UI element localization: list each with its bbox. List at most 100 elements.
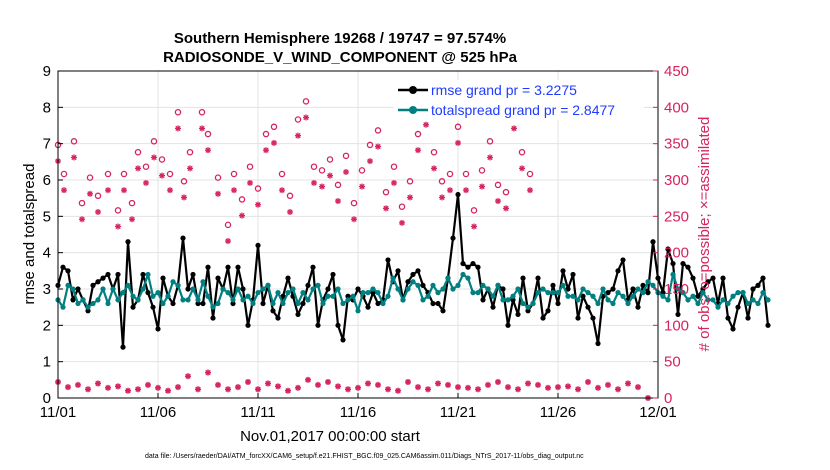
rmse-series-point [580, 293, 586, 299]
obs-assimilated-stroke [303, 114, 309, 121]
obs-assimilated-low-marker [505, 384, 511, 391]
obs-assimilated-low-marker [335, 383, 341, 390]
obs-possible-marker [270, 123, 278, 131]
spread-series-point [530, 300, 536, 307]
obs-possible-marker [142, 163, 150, 170]
obs-assimilated-low-stroke [255, 386, 261, 393]
obs-assimilated-low-marker [295, 384, 301, 391]
obs-assimilated-low-stroke [425, 386, 431, 393]
rmse-series-point [95, 279, 101, 285]
obs-assimilated-marker [271, 139, 277, 146]
obs-assimilated-marker [359, 183, 365, 190]
obs-assimilated-marker [159, 172, 165, 179]
spread-series-point [85, 304, 91, 310]
x-tick-label: 11/26 [540, 404, 576, 421]
obs-assimilated-low-stroke [75, 382, 81, 388]
obs-assimilated-stroke [527, 187, 533, 193]
spread-series-point [145, 271, 151, 278]
spread-series-point [240, 297, 246, 303]
rmse-series-point [195, 300, 201, 307]
obs-assimilated-marker [167, 187, 173, 194]
obs-possible-marker [518, 148, 526, 156]
rmse-series-point [305, 282, 311, 288]
obs-assimilated-low-marker [385, 386, 391, 393]
obs-assimilated-low-stroke [495, 379, 501, 385]
rmse-series-point [345, 293, 351, 299]
obs-possible-marker [128, 199, 136, 207]
obs-possible-marker [470, 207, 478, 214]
rmse-series-point [145, 290, 151, 296]
obs-assimilated-marker [471, 223, 477, 230]
obs-assimilated-marker [87, 190, 93, 197]
obs-assimilated-stroke [495, 198, 501, 204]
spread-series-point [90, 300, 96, 307]
rmse-series-point [440, 308, 446, 314]
obs-possible-marker [334, 181, 342, 189]
spread-series-point [205, 293, 211, 299]
spread-series-point [600, 286, 606, 292]
obs-assimilated-stroke [375, 143, 381, 150]
rmse-series-point [635, 304, 641, 310]
spread-series-point [80, 297, 86, 303]
obs-assimilated-low-stroke [505, 384, 511, 390]
rmse-series-point [330, 271, 336, 278]
obs-possible-marker [158, 156, 166, 163]
spread-series-point [335, 286, 341, 292]
rmse-series-point [285, 275, 291, 281]
spread-series-point [575, 297, 581, 303]
obs-assimilated-marker [503, 205, 509, 212]
rmse-series-point [710, 275, 716, 281]
rmse-series-point [680, 260, 686, 267]
rmse-series-point [430, 300, 436, 307]
rmse-series-point [310, 264, 316, 270]
rmse-series-point [300, 300, 306, 307]
obs-assimilated-marker [121, 187, 127, 194]
spread-series-point [345, 297, 351, 303]
obs-assimilated-low-stroke [625, 380, 631, 387]
rmse-series-point [240, 286, 246, 292]
rmse-series-point [85, 308, 91, 314]
obs-assimilated-stroke [167, 187, 173, 193]
spread-series-point [460, 271, 466, 278]
rmse-series-point [620, 257, 626, 263]
obs-assimilated-low-marker [185, 373, 191, 380]
obs-assimilated-marker [431, 165, 437, 172]
rmse-series-point [500, 286, 506, 292]
obs-possible-marker [406, 178, 414, 185]
rmse-series-point [555, 300, 561, 307]
obs-assimilated-marker [129, 216, 135, 223]
obs-assimilated-stroke [287, 209, 293, 215]
rmse-series-point [230, 300, 236, 307]
x-tick-label: 11/11 [240, 404, 275, 421]
obs-possible-marker [430, 148, 438, 156]
obs-assimilated-low-stroke [565, 383, 571, 390]
obs-assimilated-marker [61, 187, 67, 194]
obs-assimilated-marker [215, 190, 221, 197]
legend-rmse-marker [409, 86, 417, 94]
rmse-series-point [325, 286, 331, 292]
spread-series-point [150, 293, 156, 299]
rmse-series-point [420, 282, 426, 288]
spread-series-point [415, 282, 421, 288]
obs-assimilated-stroke [423, 122, 429, 128]
obs-possible-marker [278, 170, 286, 178]
obs-possible-marker [94, 192, 102, 200]
obs-possible-marker [180, 178, 188, 185]
spread-series-point [320, 300, 326, 307]
rmse-series-point [365, 304, 371, 310]
spread-series-point [185, 297, 191, 303]
spread-series-point [105, 300, 111, 307]
rmse-series-point [180, 235, 186, 241]
obs-possible-marker [318, 167, 326, 174]
obs-assimilated-low-marker [585, 379, 591, 386]
rmse-series-point [245, 322, 251, 328]
rmse-series-point [640, 282, 646, 288]
spread-series-point [455, 282, 461, 288]
obs-possible-marker [366, 141, 374, 149]
spread-series-point [470, 290, 476, 296]
obs-assimilated-marker [383, 205, 389, 212]
obs-assimilated-low-marker [405, 379, 411, 386]
obs-assimilated-marker [95, 208, 101, 215]
legend-spread-label: totalspread grand pr = 2.8477 [431, 102, 615, 118]
rmse-series-point [700, 286, 706, 292]
